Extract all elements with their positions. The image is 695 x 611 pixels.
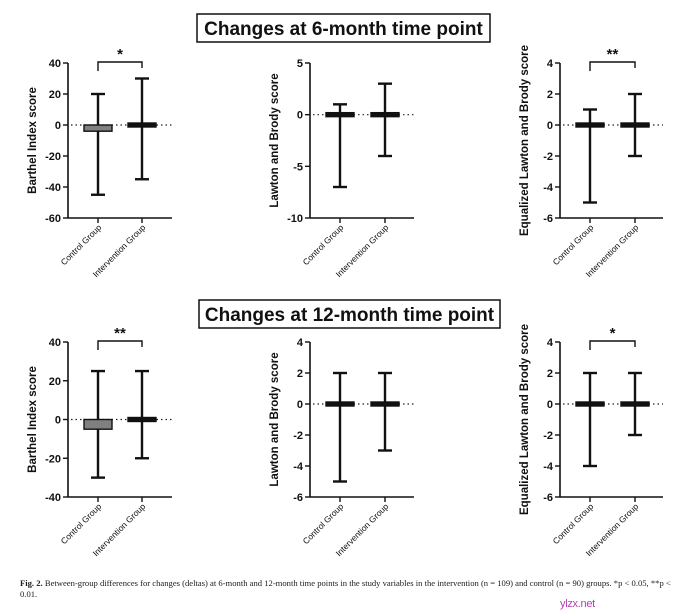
y-tick-label: 5 [297, 58, 303, 70]
y-tick-label: -6 [543, 213, 553, 225]
bar-control [325, 111, 355, 118]
watermark: ylzx.net [560, 598, 595, 610]
y-tick-label: 0 [297, 399, 303, 411]
y-tick-label: -4 [543, 182, 554, 194]
y-tick-label: 4 [547, 58, 554, 70]
y-tick-label: -6 [293, 492, 303, 504]
y-tick-label: -20 [45, 453, 61, 465]
y-axis-label: Barthel Index score [27, 366, 39, 473]
y-tick-label: -40 [45, 182, 61, 194]
y-tick-label: -2 [293, 430, 303, 442]
bar-control [83, 418, 113, 430]
y-tick-label: 0 [297, 110, 303, 122]
chart-6: -6 -4 -2 0 2 4 Equalized Lawton and Brody scor… [519, 324, 663, 558]
y-tick-label: -20 [45, 151, 61, 163]
figure-caption: Fig. 2. Between-group differences for ch… [20, 578, 690, 600]
x-category-label: Control Group [551, 222, 596, 267]
y-tick-label: 0 [547, 120, 553, 132]
significance-marker: ** [114, 325, 126, 342]
bar-control [575, 401, 605, 407]
y-tick-label: 0 [547, 399, 553, 411]
y-tick-label: 2 [547, 368, 553, 380]
y-tick-label: -2 [543, 430, 553, 442]
panel-title-12-month-text: Changes at 12-month time point [205, 305, 495, 326]
panel-title-6-month: Changes at 6-month time point [196, 13, 491, 43]
bar-intervention [370, 111, 400, 118]
y-axis-label: Lawton and Brody score [269, 73, 281, 207]
bar-control [575, 122, 605, 128]
y-tick-label: 20 [49, 89, 61, 101]
y-axis-label: Equalized Lawton and Brody score [519, 45, 531, 236]
y-axis-label: Barthel Index score [27, 87, 39, 194]
x-category-label: Control Group [551, 501, 596, 546]
y-tick-label: -4 [293, 461, 304, 473]
figure: Changes at 6-month time point Changes at… [27, 13, 663, 558]
y-tick-label: 40 [49, 58, 61, 70]
bar-intervention [127, 416, 157, 423]
chart-3: -6 -4 -2 0 2 4 Equalized Lawton and Brody scor… [519, 45, 663, 279]
bar-control [325, 401, 355, 407]
chart-1: -60 -40 -20 0 20 40 Barthel Index score Control… [27, 46, 172, 279]
y-tick-label: -40 [45, 492, 61, 504]
caption-text: Between-group differences for changes (d… [20, 578, 671, 599]
chart-5: -6 -4 -2 0 2 4 Lawton and Brody score Control G… [269, 337, 414, 558]
panel-title-12-month: Changes at 12-month time point [198, 299, 501, 329]
significance-bracket [589, 61, 636, 71]
bar-intervention [370, 401, 400, 407]
y-tick-label: 0 [55, 415, 61, 427]
y-tick-label: -4 [543, 461, 554, 473]
y-axis-label: Equalized Lawton and Brody score [519, 324, 531, 515]
x-category-label: Control Group [59, 501, 104, 546]
chart-4: -40 -20 0 20 40 Barthel Index score Control Gr… [27, 325, 172, 558]
y-tick-label: 0 [55, 120, 61, 132]
y-tick-label: 20 [49, 376, 61, 388]
significance-marker: * [117, 46, 123, 63]
significance-bracket [97, 61, 143, 71]
bar-intervention [620, 122, 650, 128]
y-tick-label: 40 [49, 337, 61, 349]
x-category-label: Control Group [59, 222, 104, 267]
chart-2: -10 -5 0 5 Lawton and Brody score Control Gro… [269, 58, 414, 279]
y-tick-label: 2 [297, 368, 303, 380]
y-tick-label: 4 [547, 337, 554, 349]
significance-bracket [97, 340, 143, 350]
panel-title-6-month-text: Changes at 6-month time point [204, 19, 483, 40]
y-tick-label: -10 [287, 213, 303, 225]
y-tick-label: -2 [543, 151, 553, 163]
y-tick-label: 2 [547, 89, 553, 101]
bar-control [83, 124, 113, 132]
significance-bracket [589, 340, 636, 350]
x-category-label: Control Group [301, 222, 346, 267]
significance-marker: * [610, 325, 616, 342]
significance-marker: ** [607, 46, 619, 63]
x-category-label: Control Group [301, 501, 346, 546]
bar-intervention [620, 401, 650, 407]
y-tick-label: 4 [297, 337, 304, 349]
caption-label: Fig. 2. [20, 578, 43, 588]
bar-intervention [127, 122, 157, 128]
y-tick-label: -60 [45, 213, 61, 225]
y-tick-label: -6 [543, 492, 553, 504]
y-axis-label: Lawton and Brody score [269, 352, 281, 486]
y-tick-label: -5 [293, 161, 303, 173]
